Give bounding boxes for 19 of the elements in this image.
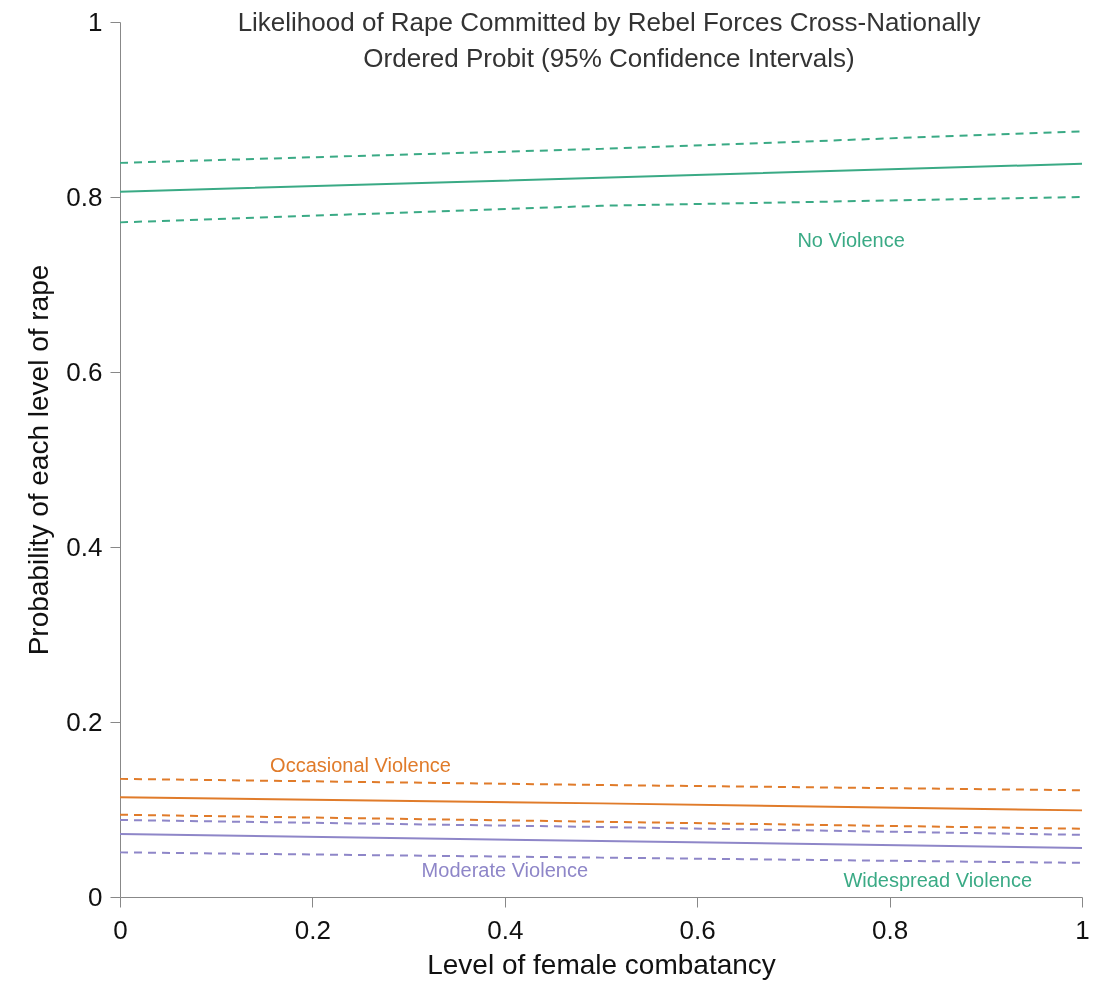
- chart-title: Likelihood of Rape Committed by Rebel Forces Cross-Nationally Ordered Probit (95% Confidence Intervals): [237, 7, 981, 73]
- y-tick-label: 0.6: [66, 356, 103, 387]
- y-axis-title: Probability of each level of rape: [23, 264, 55, 656]
- x-tick-label: 0.8: [872, 914, 909, 945]
- x-tick-label: 0: [113, 914, 128, 945]
- x-tick-label: 0.4: [487, 914, 524, 945]
- y-tick-label: 0.4: [66, 531, 103, 562]
- annotation: Occasional Violence: [270, 753, 451, 776]
- x-tick-label: 1: [1075, 914, 1090, 945]
- annotation: Widespread Violence: [843, 869, 1033, 892]
- annotation: Moderate Violence: [421, 858, 588, 881]
- x-tick-label: 0.6: [679, 914, 716, 945]
- y-tick-label: 0: [88, 881, 103, 912]
- y-tick-label: 1: [88, 6, 103, 37]
- y-tick-label: 0.2: [66, 706, 103, 737]
- y-tick-label: 0.8: [66, 181, 103, 212]
- x-axis-title: Level of female combatancy: [427, 948, 776, 980]
- x-tick-label: 0.2: [294, 914, 331, 945]
- annotation: No Violence: [797, 228, 905, 251]
